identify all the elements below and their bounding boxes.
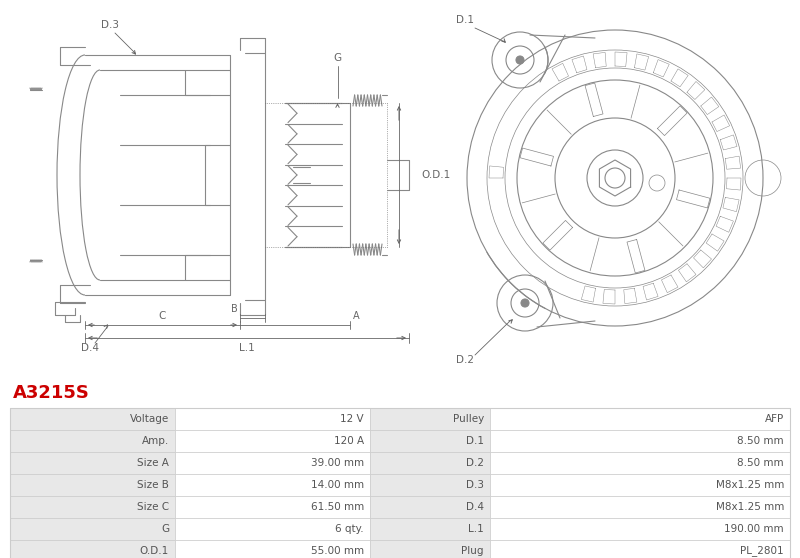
Text: D.3: D.3 — [101, 20, 119, 30]
Text: O.D.1: O.D.1 — [140, 546, 169, 556]
Bar — [175, 452, 370, 474]
Bar — [175, 430, 370, 452]
Bar — [370, 518, 490, 540]
Bar — [490, 430, 790, 452]
Bar — [175, 408, 370, 430]
Bar — [490, 518, 790, 540]
Text: 6 qty.: 6 qty. — [335, 524, 364, 534]
Bar — [490, 408, 790, 430]
Circle shape — [516, 56, 524, 64]
Text: Size A: Size A — [137, 458, 169, 468]
Bar — [175, 540, 370, 558]
Text: G: G — [161, 524, 169, 534]
Text: Size B: Size B — [137, 480, 169, 490]
Bar — [10, 430, 175, 452]
Bar — [370, 408, 490, 430]
Text: L.1: L.1 — [468, 524, 484, 534]
Text: Size C: Size C — [137, 502, 169, 512]
Text: D.4: D.4 — [466, 502, 484, 512]
Text: Amp.: Amp. — [142, 436, 169, 446]
Circle shape — [521, 299, 529, 307]
Text: 55.00 mm: 55.00 mm — [311, 546, 364, 556]
Text: 12 V: 12 V — [340, 414, 364, 424]
Text: O.D.1: O.D.1 — [421, 170, 450, 180]
Text: 39.00 mm: 39.00 mm — [311, 458, 364, 468]
Text: M8x1.25 mm: M8x1.25 mm — [716, 502, 784, 512]
Text: Plug: Plug — [462, 546, 484, 556]
Text: B: B — [231, 304, 238, 314]
Text: D.4: D.4 — [81, 343, 99, 353]
Text: L.1: L.1 — [239, 343, 255, 353]
Text: PL_2801: PL_2801 — [740, 546, 784, 556]
Bar — [370, 474, 490, 496]
Bar — [10, 496, 175, 518]
Text: Voltage: Voltage — [130, 414, 169, 424]
Text: C: C — [159, 311, 166, 321]
Text: D.2: D.2 — [456, 355, 474, 365]
Text: D.1: D.1 — [466, 436, 484, 446]
Bar — [490, 540, 790, 558]
Text: 120 A: 120 A — [334, 436, 364, 446]
Text: D.3: D.3 — [466, 480, 484, 490]
Bar — [370, 430, 490, 452]
Text: 190.00 mm: 190.00 mm — [724, 524, 784, 534]
Bar — [10, 452, 175, 474]
Bar — [370, 452, 490, 474]
Text: 61.50 mm: 61.50 mm — [310, 502, 364, 512]
Bar — [175, 518, 370, 540]
Text: M8x1.25 mm: M8x1.25 mm — [716, 480, 784, 490]
Text: G: G — [334, 53, 342, 63]
Text: D.1: D.1 — [456, 15, 474, 25]
Bar — [10, 408, 175, 430]
Text: A3215S: A3215S — [13, 384, 90, 402]
Bar — [10, 408, 790, 558]
Text: AFP: AFP — [765, 414, 784, 424]
Bar — [370, 540, 490, 558]
Text: D.2: D.2 — [466, 458, 484, 468]
Bar — [175, 496, 370, 518]
Text: Pulley: Pulley — [453, 414, 484, 424]
Bar — [370, 496, 490, 518]
Text: 8.50 mm: 8.50 mm — [738, 436, 784, 446]
Bar — [490, 452, 790, 474]
Bar — [490, 474, 790, 496]
Bar — [175, 474, 370, 496]
Text: A: A — [353, 311, 360, 321]
Text: 14.00 mm: 14.00 mm — [311, 480, 364, 490]
Text: 8.50 mm: 8.50 mm — [738, 458, 784, 468]
Bar — [10, 518, 175, 540]
Bar — [490, 496, 790, 518]
Bar — [10, 474, 175, 496]
Bar — [10, 540, 175, 558]
